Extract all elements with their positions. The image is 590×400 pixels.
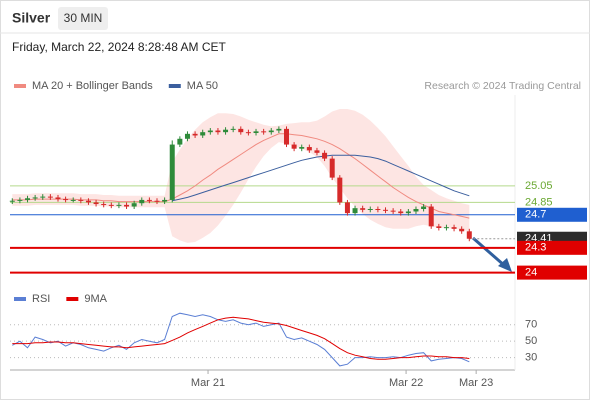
- candle-body: [245, 132, 251, 134]
- bollinger-band: [12, 109, 470, 243]
- candle-body: [207, 130, 213, 133]
- candle-body: [139, 199, 145, 204]
- candle-body: [283, 128, 289, 145]
- candle-body: [162, 199, 168, 202]
- candle-body: [55, 197, 61, 200]
- candle-body: [451, 227, 457, 229]
- candle-body: [108, 204, 114, 206]
- candle-body: [367, 209, 373, 210]
- candle-body: [466, 231, 472, 239]
- interval-badge: [58, 7, 108, 30]
- level-label-box: [517, 240, 587, 255]
- forecast-arrowhead: [498, 258, 512, 272]
- legend-label: MA 20 + Bollinger Bands: [32, 80, 153, 92]
- candle-body: [268, 130, 274, 133]
- credit: Research © 2024 Trading Central: [424, 80, 581, 92]
- candle-body: [299, 147, 305, 149]
- forecast-arrow: [472, 236, 506, 268]
- candle-body: [25, 198, 31, 200]
- moving-average: [172, 154, 470, 202]
- level-label: 25.05: [525, 180, 553, 192]
- candle-body: [398, 211, 404, 214]
- candle-body: [261, 131, 267, 133]
- candle-body: [360, 208, 366, 210]
- legend-label: MA 50: [187, 80, 218, 92]
- candle-body: [230, 128, 236, 130]
- candle-body: [47, 196, 53, 198]
- level-label: 24: [525, 267, 537, 279]
- legend-label: RSI: [32, 293, 50, 305]
- candle-body: [32, 197, 38, 199]
- x-tick-label: Mar 21: [191, 377, 225, 389]
- series-line: [12, 316, 470, 360]
- candle-body: [63, 199, 69, 201]
- legend-swatch: [168, 84, 181, 88]
- candle-body: [314, 150, 320, 153]
- candle-body: [322, 152, 328, 159]
- candle-body: [428, 206, 434, 227]
- candle-body: [93, 202, 99, 205]
- legend-label: 9MA: [84, 293, 107, 305]
- candle-body: [413, 209, 419, 212]
- candle-body: [40, 196, 46, 198]
- interval: 30 MIN: [64, 11, 103, 25]
- candle-body: [436, 226, 442, 228]
- legend-swatch: [66, 297, 79, 301]
- candle-body: [154, 200, 160, 202]
- y-tick-label: 30: [525, 352, 537, 364]
- candle-body: [375, 209, 381, 210]
- level-label: 24.7: [525, 209, 546, 221]
- candle-body: [101, 204, 107, 206]
- candle-body: [421, 206, 427, 209]
- series-line: [12, 312, 470, 367]
- candle-body: [17, 199, 23, 201]
- candle-body: [238, 128, 244, 133]
- candle-body: [124, 204, 130, 207]
- candle-body: [443, 227, 449, 229]
- candle-body: [291, 144, 297, 149]
- x-tick-label: Mar 22: [389, 377, 423, 389]
- candle-body: [131, 203, 137, 207]
- candle-body: [184, 133, 190, 139]
- candle-body: [383, 209, 389, 211]
- candle-body: [169, 144, 175, 200]
- timestamp: Friday, March 22, 2024 8:28:48 AM CET: [12, 40, 227, 54]
- legend-swatch: [14, 84, 26, 88]
- symbol: Silver: [12, 10, 51, 26]
- candle-body: [306, 147, 312, 151]
- candle-body: [352, 208, 358, 214]
- candle-body: [146, 199, 152, 201]
- level-label: 24.85: [525, 196, 553, 208]
- y-tick-label: 50: [525, 335, 537, 347]
- candle-body: [459, 228, 465, 232]
- candle-body: [223, 129, 229, 133]
- candle-body: [337, 177, 343, 203]
- x-tick-label: Mar 23: [459, 377, 493, 389]
- candle-body: [344, 202, 350, 214]
- y-tick-label: 70: [525, 319, 537, 331]
- candle-body: [9, 200, 15, 202]
- candle-body: [70, 199, 76, 201]
- candle-body: [200, 132, 206, 136]
- level-label: 24.3: [525, 242, 546, 254]
- candle-body: [78, 199, 84, 201]
- candle-body: [390, 210, 396, 212]
- level-label-box: [517, 207, 587, 222]
- candle-body: [116, 204, 122, 206]
- candle-body: [177, 138, 183, 145]
- candle-body: [276, 128, 282, 131]
- level-label-box: [517, 265, 587, 280]
- candle-body: [215, 130, 221, 133]
- candle-body: [329, 158, 335, 178]
- candle-body: [192, 133, 198, 136]
- candle-body: [405, 211, 411, 214]
- candle-body: [85, 200, 91, 203]
- candle-body: [253, 131, 259, 133]
- legend-swatch: [14, 297, 26, 301]
